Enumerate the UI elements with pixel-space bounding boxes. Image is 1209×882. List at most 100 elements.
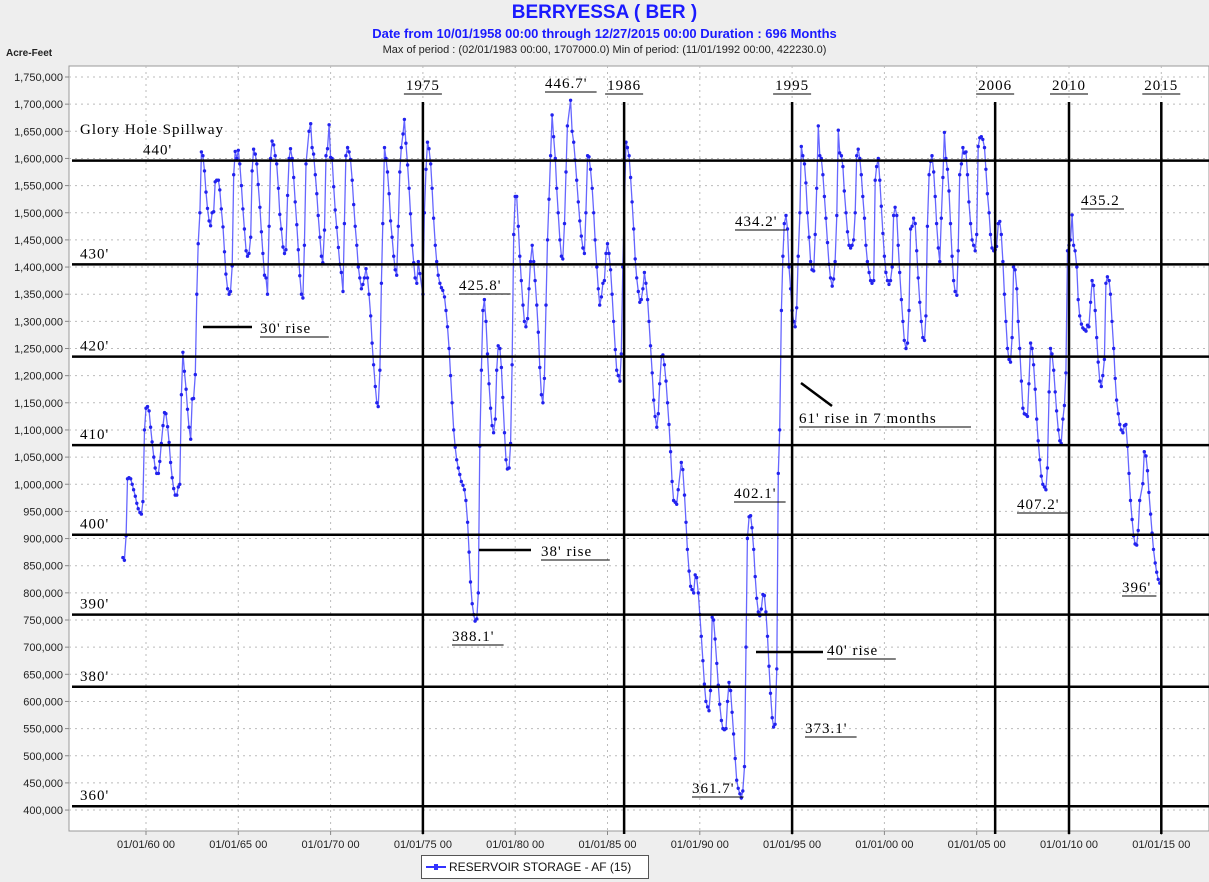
data-point-marker xyxy=(692,591,696,595)
data-point-marker xyxy=(1116,412,1121,416)
data-point-marker xyxy=(1019,379,1024,383)
data-point-marker xyxy=(699,634,703,638)
legend[interactable]: RESERVOIR STORAGE - AF (15) xyxy=(421,855,649,879)
data-point-marker xyxy=(272,143,276,147)
data-point-marker xyxy=(718,702,722,706)
data-point-marker xyxy=(227,292,231,296)
data-point-marker xyxy=(551,135,556,139)
y-tick-label: 1,450,000 xyxy=(14,235,63,247)
data-point-marker xyxy=(261,251,265,256)
x-axis: 01/01/60 00 01/01/65 00 01/01/70 00 01/01/7… xyxy=(117,831,1190,851)
data-point-marker xyxy=(282,251,287,256)
data-point-marker xyxy=(250,169,254,173)
data-point-marker xyxy=(1047,390,1051,394)
data-point-marker xyxy=(748,514,753,518)
elevation-label: 440' xyxy=(143,143,172,159)
data-point-marker xyxy=(410,243,414,247)
data-point-marker xyxy=(950,254,954,258)
data-point-marker xyxy=(476,591,480,595)
x-tick-label: 01/01/10 00 xyxy=(1040,839,1098,851)
data-point-marker xyxy=(1088,300,1093,304)
data-point-marker xyxy=(504,458,508,462)
data-point-marker xyxy=(238,162,242,166)
data-point-marker xyxy=(456,466,460,470)
data-point-marker xyxy=(738,792,742,796)
data-point-marker xyxy=(502,431,507,435)
data-point-marker xyxy=(1015,287,1019,291)
data-point-marker xyxy=(701,659,705,663)
data-point-marker xyxy=(1148,512,1153,516)
data-point-marker xyxy=(459,479,463,484)
data-point-marker xyxy=(578,219,582,223)
data-point-marker xyxy=(355,243,359,247)
x-tick-label: 01/01/70 00 xyxy=(302,839,360,851)
data-point-marker xyxy=(370,341,374,345)
data-point-marker xyxy=(581,246,585,250)
data-point-marker xyxy=(384,156,388,161)
data-point-marker xyxy=(404,141,408,145)
data-point-marker xyxy=(572,140,576,144)
data-point-marker xyxy=(390,235,394,239)
data-point-marker xyxy=(855,154,859,158)
data-point-marker xyxy=(874,164,879,169)
data-point-marker xyxy=(575,178,579,182)
data-point-marker xyxy=(613,347,617,352)
data-point-marker xyxy=(482,297,487,302)
data-point-marker xyxy=(431,216,436,220)
data-point-marker xyxy=(715,661,719,666)
data-point-marker xyxy=(496,344,500,348)
data-point-marker xyxy=(602,278,607,283)
y-tick-label: 650,000 xyxy=(23,669,63,681)
data-point-marker xyxy=(884,270,888,275)
data-point-marker xyxy=(942,130,947,135)
data-point-marker xyxy=(944,156,948,161)
data-point-marker xyxy=(1041,482,1045,486)
elevation-label: 420' xyxy=(80,339,109,355)
data-point-marker xyxy=(601,281,605,285)
data-point-marker xyxy=(450,401,454,405)
data-point-marker xyxy=(998,219,1002,224)
data-point-marker xyxy=(953,289,957,294)
data-point-marker xyxy=(182,369,187,373)
annotation-text: 396' xyxy=(1122,580,1151,596)
data-point-marker xyxy=(519,278,523,283)
y-tick-label: 700,000 xyxy=(23,642,63,654)
data-point-marker xyxy=(1104,281,1108,285)
data-point-marker xyxy=(632,227,636,231)
data-point-marker xyxy=(1005,346,1010,351)
data-point-marker xyxy=(971,243,976,247)
data-point-marker xyxy=(645,297,650,302)
data-point-marker xyxy=(147,409,151,413)
data-point-marker xyxy=(398,170,402,174)
data-point-marker xyxy=(135,501,139,505)
data-point-marker xyxy=(608,268,613,272)
data-point-marker xyxy=(424,167,428,171)
data-point-marker xyxy=(369,314,373,318)
data-point-marker xyxy=(175,493,179,497)
y-tick-label: 1,150,000 xyxy=(14,398,63,410)
data-point-marker xyxy=(868,278,873,283)
data-point-marker xyxy=(979,135,983,139)
data-point-marker xyxy=(316,213,320,218)
annotation-text: 425.8' xyxy=(459,278,501,294)
legend-line-marker-icon xyxy=(426,862,446,872)
y-tick-label: 600,000 xyxy=(23,696,63,708)
data-point-marker xyxy=(247,251,251,256)
data-point-marker xyxy=(1142,450,1147,454)
data-point-marker xyxy=(285,193,290,198)
data-point-marker xyxy=(1153,561,1157,565)
data-point-marker xyxy=(165,425,170,429)
data-point-marker xyxy=(887,282,891,287)
data-point-marker xyxy=(539,393,544,397)
data-point-marker xyxy=(830,284,834,288)
data-point-marker xyxy=(302,243,307,247)
data-point-marker xyxy=(899,297,904,302)
data-point-marker xyxy=(258,205,262,209)
annotation-text: 435.2 xyxy=(1081,193,1120,209)
data-point-marker xyxy=(202,169,207,173)
data-point-marker xyxy=(136,507,140,511)
data-point-marker xyxy=(284,248,288,252)
data-point-marker xyxy=(821,173,825,177)
data-point-marker xyxy=(668,450,673,454)
